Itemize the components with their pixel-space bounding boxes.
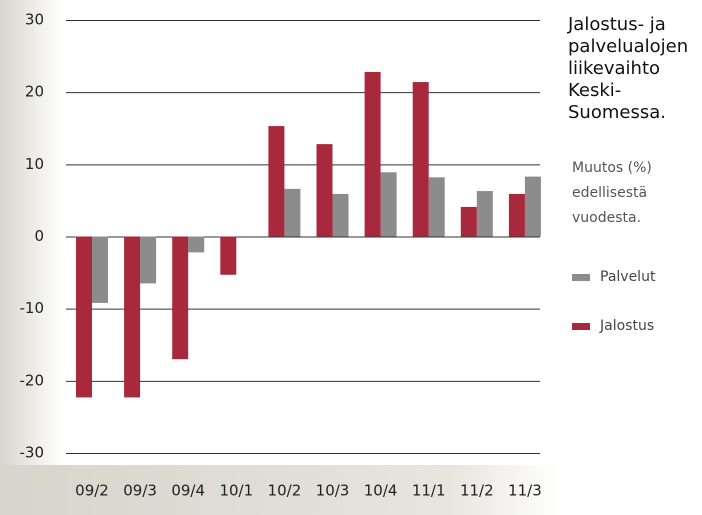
bar bbox=[220, 236, 237, 275]
background bbox=[0, 0, 62, 465]
bar bbox=[172, 236, 189, 360]
bar bbox=[188, 236, 205, 253]
y-tick-label: -10 bbox=[20, 299, 45, 317]
legend-swatch bbox=[572, 273, 590, 281]
bar bbox=[316, 144, 333, 237]
x-tick-label: 09/4 bbox=[171, 482, 205, 500]
x-tick-label: 11/1 bbox=[412, 482, 446, 500]
bar bbox=[76, 236, 92, 398]
legend-item: Jalostus bbox=[572, 318, 654, 334]
bar bbox=[268, 126, 285, 237]
x-tick-label: 09/2 bbox=[75, 482, 109, 500]
bar bbox=[524, 176, 541, 237]
legend-label: Jalostus bbox=[600, 318, 655, 334]
bar bbox=[476, 191, 493, 237]
bar bbox=[92, 236, 108, 303]
x-tick-label: 10/3 bbox=[316, 482, 350, 500]
bar bbox=[124, 236, 141, 398]
chart-subtitle: Muutos (%) edellisestä vuodesta. bbox=[572, 160, 652, 226]
bar bbox=[460, 206, 477, 237]
bar bbox=[428, 177, 445, 237]
y-tick-label: -20 bbox=[20, 371, 45, 389]
x-tick-label: 11/2 bbox=[460, 482, 494, 500]
y-tick-label: 0 bbox=[34, 227, 44, 245]
legend-item: Palvelut bbox=[572, 269, 655, 285]
x-tick-label: 09/3 bbox=[123, 482, 157, 500]
x-tick-label: 10/2 bbox=[268, 482, 302, 500]
bar bbox=[412, 82, 429, 237]
background bbox=[0, 465, 560, 515]
y-tick-label: 10 bbox=[25, 155, 44, 173]
bar bbox=[380, 172, 397, 237]
bar bbox=[364, 71, 381, 237]
y-tick-label: 30 bbox=[25, 11, 44, 29]
bar bbox=[332, 193, 349, 237]
x-tick-label: 11/3 bbox=[508, 482, 542, 500]
bar bbox=[508, 193, 525, 237]
chart-title: Jalostus- ja palvelualojen liikevaihto K… bbox=[568, 14, 689, 123]
legend-swatch bbox=[572, 322, 590, 330]
y-tick-label: 20 bbox=[25, 83, 44, 101]
bar bbox=[284, 188, 301, 237]
y-tick-label: -30 bbox=[20, 444, 45, 462]
legend-label: Palvelut bbox=[600, 269, 656, 285]
x-tick-label: 10/4 bbox=[364, 482, 398, 500]
x-tick-label: 10/1 bbox=[219, 482, 253, 500]
bar bbox=[140, 236, 157, 284]
